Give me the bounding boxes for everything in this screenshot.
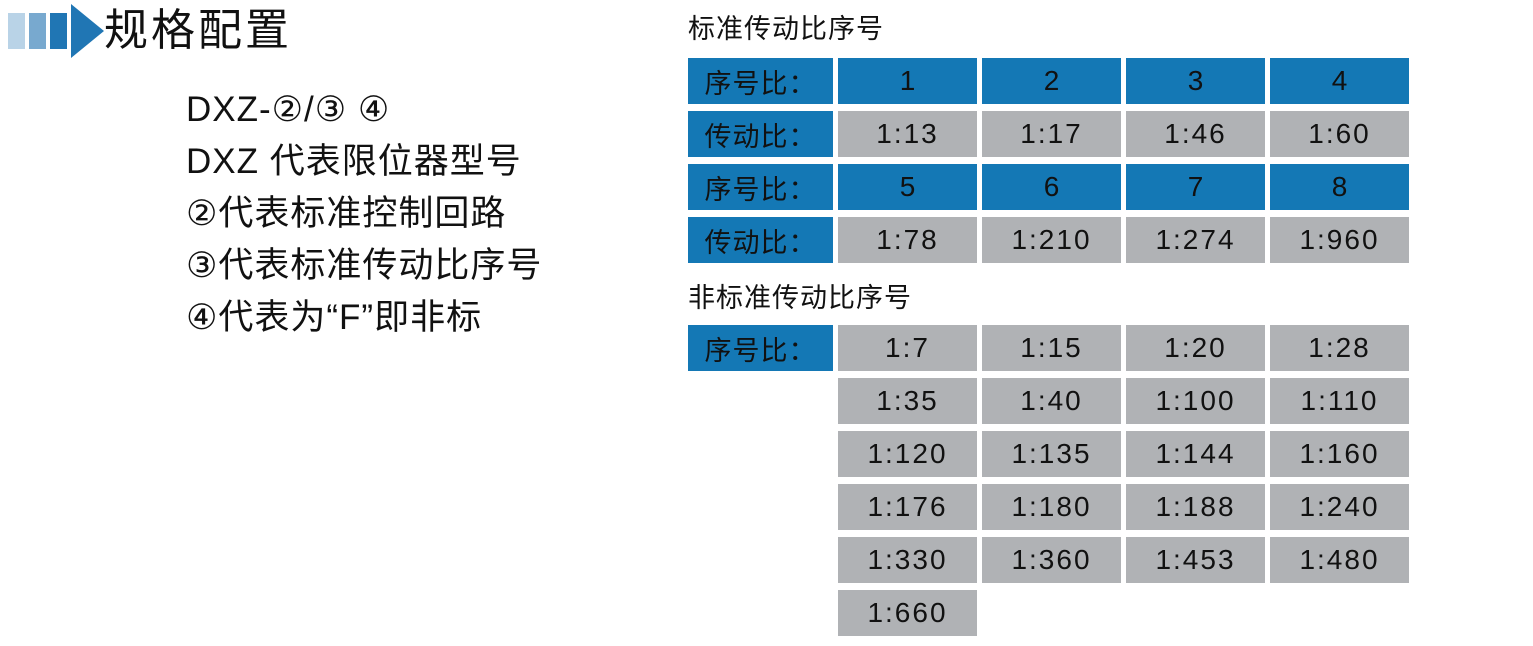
bar-dark-icon (50, 13, 67, 49)
row-label: 序号比： (688, 164, 833, 210)
model-code-line: DXZ 代表限位器型号 (186, 142, 522, 181)
table-cell: 1:15 (982, 325, 1121, 371)
model-code-line: ②代表标准控制回路 (186, 194, 507, 233)
table-cell: 1:78 (838, 217, 977, 263)
table-cell: 1:28 (1270, 325, 1409, 371)
empty-cell (688, 378, 833, 424)
table-cell: 1:360 (982, 537, 1121, 583)
table-cell: 1:210 (982, 217, 1121, 263)
table-cell: 1:7 (838, 325, 977, 371)
table-cell: 3 (1126, 58, 1265, 104)
page-title: 规格配置 (104, 6, 292, 55)
table-cell: 1:144 (1126, 431, 1265, 477)
table-cell: 1:100 (1126, 378, 1265, 424)
bar-light-icon (8, 13, 25, 49)
table-cell: 1:453 (1126, 537, 1265, 583)
model-code-description: DXZ-②/③ ④ DXZ 代表限位器型号 ②代表标准控制回路 ③代表标准传动比… (186, 84, 542, 344)
table-cell: 1:135 (982, 431, 1121, 477)
table-cell: 1:40 (982, 378, 1121, 424)
table-cell: 1:274 (1126, 217, 1265, 263)
standard-ratio-table: 序号比： 1 2 3 4 传动比： 1:13 1:17 1:46 1:60 序号… (688, 58, 1409, 263)
table-cell: 1:17 (982, 111, 1121, 157)
table-cell: 1:120 (838, 431, 977, 477)
table-cell: 1:188 (1126, 484, 1265, 530)
table-cell: 8 (1270, 164, 1409, 210)
table-cell: 1:20 (1126, 325, 1265, 371)
table-cell: 1:46 (1126, 111, 1265, 157)
table-cell: 1:160 (1270, 431, 1409, 477)
table-cell: 1:240 (1270, 484, 1409, 530)
nonstandard-table-title: 非标准传动比序号 (688, 283, 912, 313)
model-code-line: DXZ-②/③ ④ (186, 90, 391, 129)
table-cell: 5 (838, 164, 977, 210)
ratio-tables-section: 标准传动比序号 序号比： 1 2 3 4 传动比： 1:13 1:17 1:46… (688, 12, 1409, 636)
table-cell: 1:176 (838, 484, 977, 530)
row-label: 序号比： (688, 325, 833, 371)
nonstandard-ratio-table: 序号比： 1:7 1:15 1:20 1:28 1:35 1:40 1:100 … (688, 325, 1409, 636)
table-cell: 6 (982, 164, 1121, 210)
standard-table-title: 标准传动比序号 (688, 14, 884, 44)
table-cell: 1:35 (838, 378, 977, 424)
page-header: 规格配置 (8, 4, 292, 58)
table-cell: 1:180 (982, 484, 1121, 530)
empty-cell (688, 484, 833, 530)
table-cell: 1:660 (838, 590, 977, 636)
empty-cell (688, 431, 833, 477)
table-cell: 7 (1126, 164, 1265, 210)
table-cell: 1:60 (1270, 111, 1409, 157)
model-code-line: ④代表为“F”即非标 (186, 298, 483, 337)
table-cell: 1 (838, 58, 977, 104)
bar-mid-icon (29, 13, 46, 49)
row-label: 传动比： (688, 217, 833, 263)
table-cell: 4 (1270, 58, 1409, 104)
table-cell: 1:480 (1270, 537, 1409, 583)
empty-cell (688, 537, 833, 583)
row-label: 序号比： (688, 58, 833, 104)
table-cell: 1:330 (838, 537, 977, 583)
row-label: 传动比： (688, 111, 833, 157)
empty-cell (688, 590, 833, 636)
arrow-right-icon (71, 4, 104, 58)
model-code-line: ③代表标准传动比序号 (186, 246, 543, 285)
table-cell: 1:110 (1270, 378, 1409, 424)
table-cell: 1:13 (838, 111, 977, 157)
table-cell: 2 (982, 58, 1121, 104)
table-cell: 1:960 (1270, 217, 1409, 263)
triple-bar-arrow-icon (8, 4, 104, 58)
